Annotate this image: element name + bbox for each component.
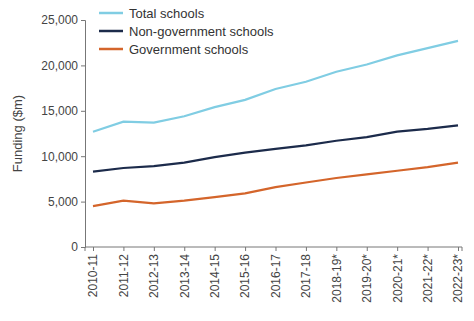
series-line [93, 41, 458, 132]
x-tick-mark [245, 247, 246, 251]
x-tick: 2010-11 [86, 247, 100, 297]
legend-swatch [99, 30, 123, 33]
x-axis-line [85, 247, 462, 251]
x-tick-mark [397, 247, 398, 251]
y-tick-mark [81, 156, 85, 157]
y-axis-line [81, 21, 86, 248]
x-tick-label: 2017-18 [299, 254, 313, 298]
y-tick-label: 0 [71, 240, 78, 254]
legend: Total schools Non-government schools Gover… [99, 6, 274, 57]
x-tick-mark [93, 247, 94, 251]
x-tick-mark [276, 247, 277, 251]
x-tick-label: 2012-13 [147, 254, 161, 298]
x-tick-mark [428, 247, 429, 251]
y-tick: 15,000 [41, 104, 85, 118]
series-line [93, 163, 458, 207]
x-tick: 2016-17 [269, 247, 283, 298]
x-tick-label: 2019-20* [360, 254, 374, 303]
x-tick: 2019-20* [360, 247, 374, 303]
x-tick-label: 2016-17 [269, 254, 283, 298]
x-tick: 2018-19* [330, 247, 344, 303]
y-axis: 0 5,000 10,000 15,000 20,000 25,000 [41, 13, 85, 254]
y-tick: 10,000 [41, 150, 85, 164]
chart: 05,00010,00015,00020,00025,0002010-11201… [0, 0, 474, 321]
series-line [93, 125, 458, 171]
y-tick-label: 10,000 [41, 150, 78, 164]
x-tick-mark [367, 247, 368, 251]
y-tick: 20,000 [41, 59, 85, 73]
x-tick: 2012-13 [147, 247, 161, 298]
y-axis-title: Funding ($m) [10, 95, 25, 172]
x-tick-label: 2020-21* [391, 254, 405, 303]
legend-swatch [99, 12, 123, 15]
x-tick-label: 2013-14 [178, 254, 192, 298]
x-tick-mark [336, 247, 337, 251]
y-tick-mark [81, 247, 85, 248]
plot-area [93, 41, 458, 206]
legend-label: Non-government schools [129, 24, 274, 39]
x-tick-label: 2021-22* [421, 254, 435, 303]
x-tick-label: 2018-19* [330, 254, 344, 303]
y-tick-mark [81, 111, 85, 112]
x-tick: 2017-18 [299, 247, 313, 298]
y-tick-label: 20,000 [41, 59, 78, 73]
x-tick: 2011-12 [117, 247, 131, 297]
y-tick-mark [81, 20, 85, 21]
legend-swatch [99, 48, 123, 51]
legend-label: Total schools [129, 6, 205, 21]
x-tick-mark [123, 247, 124, 251]
y-tick-label: 15,000 [41, 104, 78, 118]
x-tick: 2022-23* [451, 247, 465, 303]
x-tick-mark [184, 247, 185, 251]
y-tick-label: 5,000 [48, 195, 78, 209]
legend-label: Government schools [129, 42, 249, 57]
x-tick: 2013-14 [178, 247, 192, 298]
y-tick: 25,000 [41, 13, 85, 27]
y-tick: 0 [71, 240, 85, 254]
y-tick-label: 25,000 [41, 13, 78, 27]
x-tick-label: 2011-12 [117, 254, 131, 297]
x-tick-label: 2010-11 [86, 254, 100, 297]
x-tick: 2015-16 [238, 247, 252, 298]
x-tick: 2021-22* [421, 247, 435, 303]
x-axis: 2010-11 2011-12 2012-13 2013-14 2014-15 2015-… [85, 247, 465, 303]
y-tick-mark [81, 65, 85, 66]
x-tick: 2014-15 [208, 247, 222, 298]
y-tick: 5,000 [48, 195, 85, 209]
x-tick-label: 2014-15 [208, 254, 222, 298]
x-tick-label: 2022-23* [451, 254, 465, 303]
x-tick-label: 2015-16 [238, 254, 252, 298]
x-tick-mark [215, 247, 216, 251]
y-tick-mark [81, 202, 85, 203]
x-tick: 2020-21* [391, 247, 405, 303]
x-tick-mark [154, 247, 155, 251]
x-tick-mark [458, 247, 459, 251]
x-tick-mark [306, 247, 307, 251]
